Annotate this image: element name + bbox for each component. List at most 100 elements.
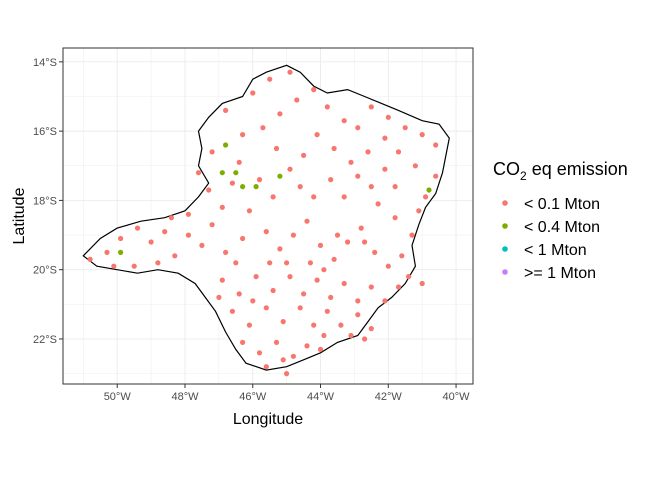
emission-point: [263, 364, 269, 370]
y-axis-title: Latitude: [11, 187, 28, 244]
emission-point: [314, 132, 320, 138]
emission-point: [240, 132, 246, 138]
emission-point: [314, 277, 320, 283]
region-outline: [82, 64, 450, 371]
y-tick-label: 22°S: [33, 334, 57, 346]
emission-point: [246, 322, 252, 328]
emission-point: [301, 291, 307, 297]
legend-key: [502, 223, 508, 229]
emission-point: [131, 263, 137, 269]
legend-items: < 0.1 Mton < 0.4 Mton < 1 Mton >= 1 Mton: [502, 196, 600, 282]
panel-border: [62, 47, 474, 385]
emission-point: [317, 242, 324, 248]
emission-point: [321, 267, 327, 273]
emission-point: [168, 215, 174, 221]
emission-point: [297, 184, 303, 190]
emission-point: [219, 204, 225, 210]
emission-point: [348, 159, 354, 165]
legend-label: < 0.4 Mton: [524, 219, 600, 236]
emission-point: [324, 104, 330, 110]
x-tick-label: 50°W: [104, 391, 132, 403]
emission-point: [155, 260, 161, 266]
emission-point: [341, 280, 347, 287]
emission-point: [362, 336, 368, 342]
emission-point: [277, 173, 283, 179]
emission-point: [223, 107, 229, 113]
emission-point: [240, 184, 246, 190]
legend-key: [502, 200, 508, 206]
emission-point: [209, 222, 215, 228]
emission-point: [368, 284, 374, 290]
emission-point: [287, 274, 293, 280]
emission-point: [412, 163, 418, 169]
emission-point: [328, 177, 334, 183]
emission-point: [426, 187, 432, 193]
x-tick-label: 48°W: [171, 391, 199, 403]
legend-label: >= 1 Mton: [524, 265, 596, 282]
emission-point: [304, 343, 310, 349]
emission-point: [355, 312, 361, 318]
emission-point: [355, 173, 361, 179]
emission-point: [375, 201, 381, 207]
emission-point: [331, 145, 337, 152]
state-boundary: [82, 64, 450, 371]
emission-point: [399, 253, 405, 259]
emission-point: [195, 170, 202, 176]
emission-point: [270, 194, 276, 200]
emission-point: [185, 232, 191, 238]
emission-point: [341, 118, 347, 124]
emission-point: [104, 249, 110, 255]
legend-label: < 1 Mton: [524, 242, 587, 259]
emission-point: [311, 87, 317, 93]
emission-point: [301, 152, 307, 158]
emission-point: [267, 260, 273, 266]
x-tick-label: 42°W: [375, 391, 403, 403]
emission-point: [223, 249, 229, 255]
emission-point: [328, 294, 334, 300]
emission-point: [402, 125, 408, 131]
emission-point: [419, 132, 425, 138]
emission-point: [294, 97, 300, 103]
y-tick-label: 18°S: [33, 195, 57, 207]
emission-point: [263, 305, 269, 311]
emission-point: [263, 229, 269, 235]
emission-point: [395, 149, 402, 155]
y-tick-label: 14°S: [33, 57, 57, 69]
emission-point: [355, 298, 361, 304]
emission-point: [382, 166, 388, 172]
emission-point: [199, 242, 205, 248]
emission-point: [372, 249, 378, 255]
emission-point: [87, 256, 93, 262]
emission-point: [338, 322, 344, 328]
emission-point: [287, 166, 293, 172]
emission-point: [433, 173, 439, 179]
emission-point: [233, 260, 239, 266]
emission-point: [331, 256, 337, 262]
emission-point: [362, 239, 368, 245]
emission-point: [382, 298, 388, 304]
emission-point: [236, 159, 242, 165]
emission-point: [419, 280, 425, 287]
emission-point: [209, 149, 215, 155]
emission-point: [382, 135, 388, 141]
emission-point: [348, 332, 354, 339]
x-tick-label: 44°W: [307, 391, 335, 403]
emission-point: [368, 184, 374, 190]
legend: CO2 eq emission < 0.1 Mton < 0.4 Mton < 1 …: [493, 159, 628, 282]
emission-point: [240, 339, 246, 345]
emission-point: [223, 142, 229, 148]
emission-point: [416, 208, 422, 214]
legend-title-rest: eq emission: [527, 159, 628, 179]
emission-point: [395, 284, 402, 290]
emission-point: [246, 208, 252, 214]
emission-point: [260, 125, 266, 131]
emission-point: [216, 294, 222, 300]
emission-point: [385, 114, 391, 120]
emission-point: [118, 235, 124, 242]
emission-point: [317, 346, 324, 352]
emission-point: [433, 142, 439, 148]
emission-point: [256, 177, 263, 183]
emission-point: [409, 232, 415, 238]
emission-point: [311, 194, 317, 200]
